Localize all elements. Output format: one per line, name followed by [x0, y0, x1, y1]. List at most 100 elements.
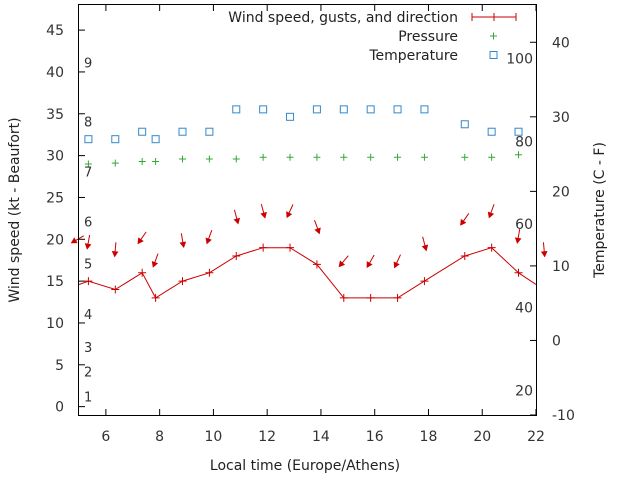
wind-arrow-head [366, 261, 373, 268]
wind-arrow-head [286, 211, 293, 219]
beaufort-label: 7 [84, 166, 92, 181]
temperature-point [420, 105, 429, 114]
pressure-point [259, 153, 267, 161]
beaufort-label: 9 [84, 57, 92, 72]
wind-arrow-head [260, 211, 267, 219]
x-tick-label: 12 [258, 429, 276, 445]
fahrenheit-label: 20 [515, 383, 533, 399]
wind-direction-arrow [111, 242, 119, 258]
temperature-point [111, 135, 120, 144]
wind-arrow-head [137, 237, 144, 245]
legend-swatch-wind-ticks [471, 13, 517, 21]
wind-direction-arrow [205, 230, 213, 245]
y-tick-label: 45 [46, 23, 64, 39]
wind-arrow-head [314, 227, 321, 235]
wind-arrow-head [421, 244, 429, 252]
wind-arrow-head [460, 218, 467, 226]
x-tick-label: 10 [204, 429, 222, 445]
wind-speed-point [84, 277, 93, 286]
wind-arrow-head [205, 237, 212, 245]
y2-tick-label: 10 [552, 259, 570, 275]
wind-direction-arrow [70, 235, 84, 244]
y2-tick-label: 0 [552, 333, 561, 349]
x-tick-label: 14 [312, 429, 330, 445]
pressure-point [178, 155, 186, 163]
wind-direction-arrow [314, 219, 321, 235]
temperature-point [393, 105, 402, 114]
pressure-point [367, 153, 375, 161]
wind-speed-point [366, 293, 375, 302]
beaufort-label: 6 [84, 216, 92, 231]
x-tick-label: 20 [473, 429, 491, 445]
wind-arrow-head [393, 261, 400, 269]
wind-direction-arrow [233, 209, 241, 225]
x-tick-label: 18 [420, 429, 438, 445]
y-tick-label: 40 [46, 65, 64, 81]
x-axis-title: Local time (Europe/Athens) [210, 458, 400, 474]
wind-direction-arrow [487, 204, 495, 219]
wind-speed-point [514, 268, 523, 277]
pressure-point [111, 159, 119, 167]
pressure-point [313, 153, 321, 161]
wind-speed-point [111, 285, 120, 294]
beaufort-label: 5 [84, 258, 92, 273]
wind-speed-point [286, 243, 295, 252]
pressure-point [152, 157, 160, 165]
wind-arrow-head [70, 237, 78, 244]
legend-label-pressure: Pressure [398, 29, 458, 45]
y-tick-label: 30 [46, 149, 64, 165]
wind-direction-arrow [514, 228, 522, 244]
wind-speed-point [232, 252, 241, 261]
pressure-point [84, 160, 92, 168]
temperature-point [312, 105, 321, 114]
wind-direction-arrow [540, 242, 548, 258]
y2-tick-label: 20 [552, 184, 570, 200]
beaufort-label: 3 [84, 341, 92, 356]
wind-direction-arrow [338, 255, 349, 268]
wind-arrow-head [233, 217, 241, 225]
pressure-point [515, 151, 523, 159]
wind-direction-arrow [260, 203, 267, 219]
legend-swatch-pressure [490, 32, 497, 40]
y2-axis-title: Temperature (C - F) [592, 142, 608, 279]
fahrenheit-label: 80 [515, 134, 533, 150]
wind-speed-point [339, 293, 348, 302]
wind-arrow-head [540, 251, 548, 258]
temperature-point [259, 105, 268, 114]
temperature-point [366, 105, 375, 114]
wind-direction-arrow [137, 231, 147, 245]
temperature-point [460, 120, 469, 129]
temperature-point [178, 127, 187, 136]
y-tick-label: 5 [55, 358, 64, 374]
wind-direction-arrow [460, 213, 470, 226]
temperature-point [84, 135, 93, 144]
wind-arrow-head [111, 251, 119, 258]
wind-speed-point [420, 277, 429, 286]
x-tick-label: 22 [527, 429, 545, 445]
wind-speed-point [487, 243, 496, 252]
x-tick-label: 8 [155, 429, 164, 445]
pressure-point [138, 157, 146, 165]
temperature-point [138, 127, 147, 136]
y2-tick-label: -10 [552, 408, 575, 424]
y-tick-label: 25 [46, 190, 64, 206]
pressure-point [340, 153, 348, 161]
wind-speed-point [460, 252, 469, 261]
wind-speed-point [178, 277, 187, 286]
wind-speed-point [205, 268, 214, 277]
wind-direction-arrow [366, 254, 375, 268]
wind-arrow-head [151, 260, 159, 268]
y-tick-label: 0 [55, 400, 64, 416]
temperature-point [514, 127, 523, 136]
wind-arrow-head [514, 237, 522, 244]
temperature-point [151, 135, 160, 144]
legend-label-wind: Wind speed, gusts, and direction [228, 10, 458, 26]
x-tick-label: 6 [101, 429, 110, 445]
y-axis-title: Wind speed (kt - Beaufort) [7, 117, 23, 302]
wind-arrow-head [84, 243, 92, 250]
temperature-point [205, 127, 214, 136]
y-tick-label: 10 [46, 316, 64, 332]
y-tick-label: 15 [46, 274, 64, 290]
fahrenheit-label: 100 [506, 52, 533, 68]
